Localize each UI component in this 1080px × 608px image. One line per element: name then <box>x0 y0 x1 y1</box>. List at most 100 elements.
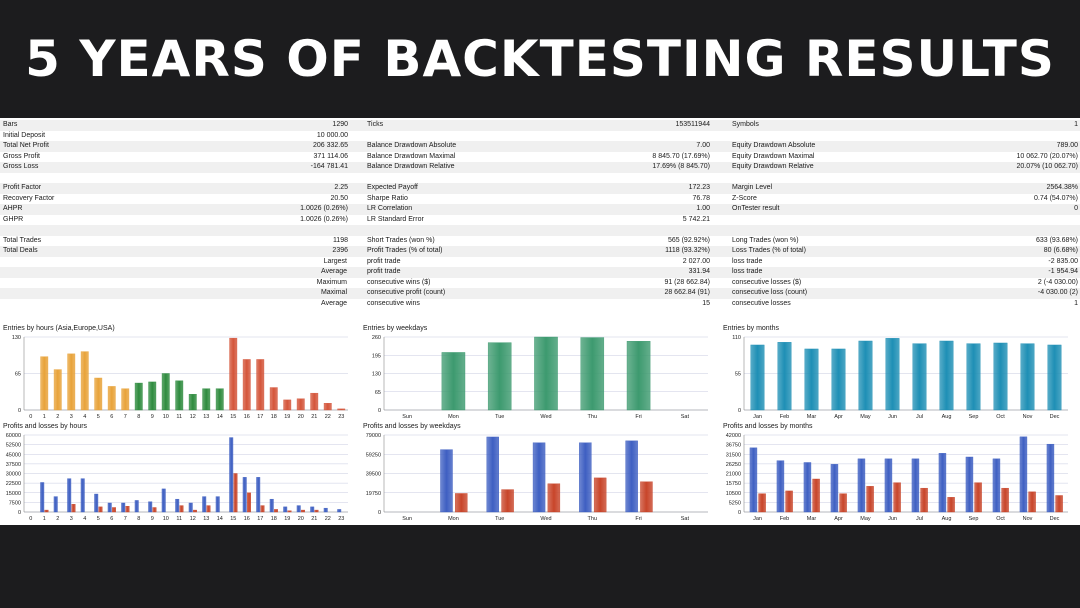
stat-label: Gross Profit <box>3 152 40 160</box>
x-tick-label: Dec <box>1050 516 1060 522</box>
stat-value: 2 027.00 <box>682 257 710 265</box>
stat-value: 5 742.21 <box>682 215 710 223</box>
x-tick-label: Fri <box>635 414 641 420</box>
x-tick-label: Dec <box>1050 414 1060 420</box>
stat-label: Recovery Factor <box>3 194 55 202</box>
stat-value: -1 954.94 <box>1048 268 1078 275</box>
x-tick-label: Fri <box>635 516 641 522</box>
stat-label: consecutive losses <box>732 299 791 307</box>
loss-bar <box>501 489 514 513</box>
bar <box>94 377 103 411</box>
bar <box>175 380 184 411</box>
x-tick-label: 21 <box>311 414 317 420</box>
profit-bar <box>625 440 638 513</box>
x-tick-label: 3 <box>70 516 73 522</box>
stat-value: 1 <box>1074 121 1078 128</box>
profit-bar <box>40 482 45 513</box>
loss-bar <box>547 483 561 513</box>
stat-label: Equity Drawdown Absolute <box>732 142 816 149</box>
stat-value: 1.0026 (0.26%) <box>300 215 348 223</box>
loss-bar <box>1028 491 1036 513</box>
loss-bar <box>44 509 49 513</box>
stat-value: 91 (28 662.84) <box>664 278 710 286</box>
bar <box>885 338 900 411</box>
stat-label: Gross Loss <box>3 163 39 170</box>
profit-bar <box>486 436 499 513</box>
stat-label: Balance Drawdown Maximal <box>367 152 456 160</box>
stats-row: Bars 1290 Ticks 153511944 Symbols 1 <box>0 120 1080 131</box>
x-tick-label: 12 <box>190 516 196 522</box>
x-tick-label: Tue <box>495 516 504 522</box>
stat-value: 371 114.06 <box>313 152 348 160</box>
stat-label: Margin Level <box>732 184 773 191</box>
profit-bar <box>310 506 315 513</box>
stat-value: Average <box>321 268 347 275</box>
x-tick-label: 16 <box>244 516 250 522</box>
x-tick-label: 7 <box>124 414 127 420</box>
stats-row: Total Net Profit 206 332.65 Balance Drawdo… <box>0 141 1080 152</box>
x-tick-label: 14 <box>217 516 223 522</box>
profit-bar <box>229 437 234 513</box>
stat-label: Initial Deposit <box>3 131 46 139</box>
stat-label: AHPR <box>3 205 23 212</box>
y-tick-label: 10500 <box>726 491 741 497</box>
profit-bar <box>188 502 193 513</box>
bar <box>53 369 62 411</box>
loss-bar <box>301 509 306 513</box>
stat-label: consecutive wins ($) <box>367 278 431 286</box>
stat-label: Long Trades (won %) <box>732 236 799 244</box>
stat-value: 20.50 <box>330 194 348 202</box>
stat-label: LR Correlation <box>367 205 413 212</box>
title-banner: 5 YEARS OF BACKTESTING RESULTS <box>0 0 1080 118</box>
stat-value: -2 835.00 <box>1048 257 1078 265</box>
stat-label: Short Trades (won %) <box>367 236 435 244</box>
stat-label: Equity Drawdown Relative <box>732 163 814 170</box>
profit-bar <box>1046 443 1055 513</box>
x-tick-label: 7 <box>124 516 127 522</box>
y-tick-label: 65 <box>375 390 381 396</box>
loss-bar <box>974 482 982 513</box>
x-tick-label: 17 <box>257 414 263 420</box>
bar <box>993 342 1008 411</box>
stat-value: 0.74 (54.07%) <box>1034 194 1078 202</box>
stat-label: profit trade <box>367 268 401 275</box>
stats-row <box>0 225 1080 236</box>
stat-label: Loss Trades (% of total) <box>732 247 806 254</box>
y-tick-label: 39500 <box>366 472 381 478</box>
loss-bar <box>247 492 251 513</box>
stat-value: 76.78 <box>692 194 710 202</box>
bar <box>1047 344 1062 411</box>
x-tick-label: 23 <box>338 414 344 420</box>
x-tick-label: 19 <box>284 516 290 522</box>
x-tick-label: 9 <box>151 414 154 420</box>
x-tick-label: Feb <box>780 516 789 522</box>
stat-label: Balance Drawdown Relative <box>367 163 455 170</box>
stat-label: Z-Score <box>732 194 757 202</box>
x-tick-label: 15 <box>230 414 236 420</box>
bar <box>229 337 238 411</box>
stat-value: -4 030.00 (2) <box>1037 289 1078 296</box>
x-tick-label: 1 <box>43 516 46 522</box>
loss-bar <box>314 509 319 513</box>
x-tick-label: 6 <box>110 414 113 420</box>
x-tick-label: Aug <box>942 414 952 420</box>
x-tick-label: 5 <box>97 414 100 420</box>
stat-value: Maximum <box>316 278 347 286</box>
y-tick-label: 0 <box>18 408 21 414</box>
banner-title: 5 YEARS OF BACKTESTING RESULTS <box>25 30 1055 88</box>
x-tick-label: Apr <box>834 516 843 522</box>
profit-bar <box>53 496 58 513</box>
profit-bar <box>202 496 207 513</box>
stats-row: Gross Loss -164 781.41 Balance Drawdown Re… <box>0 162 1080 173</box>
x-tick-label: 6 <box>110 516 113 522</box>
stat-value: 1 <box>1074 299 1078 307</box>
stat-value: Largest <box>323 257 347 265</box>
y-tick-label: 7500 <box>9 500 21 506</box>
loss-bar <box>287 510 292 513</box>
profit-bar <box>161 488 166 513</box>
stat-label: LR Standard Error <box>367 215 424 223</box>
bar <box>296 398 305 411</box>
x-tick-label: 10 <box>163 516 169 522</box>
profit-bar <box>215 496 220 513</box>
bar <box>1020 343 1035 411</box>
